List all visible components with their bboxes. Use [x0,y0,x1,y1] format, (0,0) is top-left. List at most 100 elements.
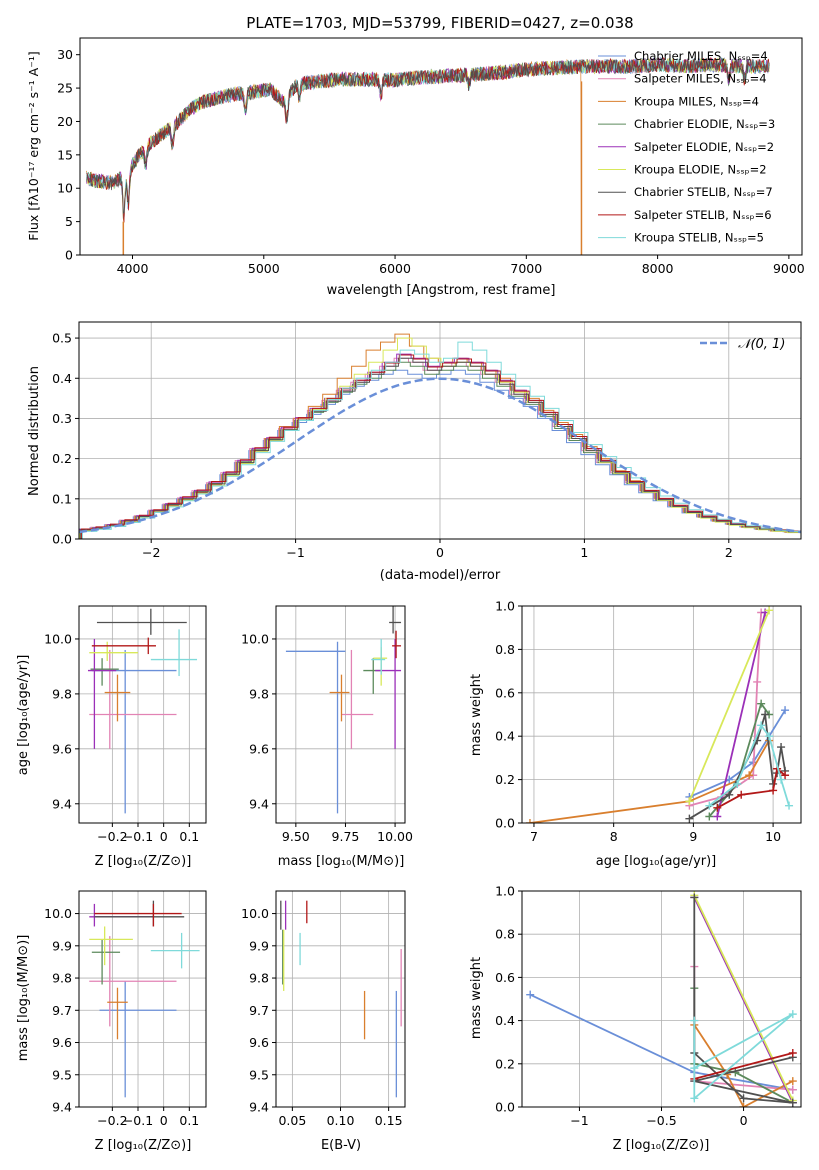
mass-vs-Z-marks [89,900,200,1098]
weight-vs-Z-marker [690,1016,699,1025]
weight-vs-age-frame [521,605,802,824]
spectrum-ytick-label: 20 [57,114,73,129]
weight-vs-Z-ytick-label: 1.0 [495,884,515,899]
spectrum-x-ticks: 4000 5000 6000 7000 8000 9000 [117,255,805,276]
age-vs-mass-marks [285,606,402,814]
mass-vs-ebv-ytick-label: 9.9 [249,938,269,953]
weight-vs-Z-xtick-label: 0 [740,1113,748,1128]
normal-curve [79,377,801,534]
spectrum-series-6 [86,57,770,215]
weight-vs-age-line [708,701,770,818]
age-vs-mass-xtick-label: 9.50 [282,829,310,844]
weight-vs-age-ylabel: mass weight [469,674,484,756]
spectrum-xtick-label: 4000 [117,261,149,276]
mass-vs-Z-ytick-label: 10.0 [44,906,72,921]
residual-grid [79,322,801,540]
weight-vs-age-line [708,723,790,807]
spectrum-legend-label: Salpeter ELODIE, Nₛₛₚ=2 [634,140,774,154]
weight-vs-age-marker [685,814,694,823]
spectrum-plot-area [86,56,770,255]
mass-vs-ebv-ytick-label: 9.7 [249,1003,269,1018]
mass-vs-ebv-xtick-label: 0.15 [375,1113,403,1128]
spectrum-lines [86,56,770,255]
residual-ytick-label: 0.2 [52,451,72,466]
spectrum-xtick-label: 9000 [773,261,805,276]
age-vs-Z-marks [87,608,198,814]
residual-xlabel: (data-model)/error [380,568,501,583]
age-vs-Z-ytick-label: 9.6 [52,741,72,756]
weight-vs-age-marker [737,790,746,799]
residual-series-group [79,333,801,539]
mass-vs-Z-xtick-label: 0 [160,1113,168,1128]
mass-vs-Z-ytick-label: 9.7 [52,1003,72,1018]
mass-vs-ebv-ytick-label: 9.5 [249,1067,269,1082]
age-vs-mass-grid [276,606,405,823]
normal-legend-label: 𝒩(0, 1) [738,337,785,352]
spectrum-title: PLATE=1703, MJD=53799, FIBERID=0427, z=0… [246,14,633,32]
residual-xtick-label: 2 [725,545,733,560]
weight-vs-Z-grid [522,890,801,1108]
residual-ylabel: Normed distribution [27,366,42,496]
weight-vs-age-marker [785,801,794,810]
mass-vs-Z-grid [79,891,206,1108]
spectrum-xtick-label: 6000 [379,261,411,276]
weight-vs-age-marker [725,790,734,799]
mass-vs-Z-ytick-label: 9.6 [52,1035,72,1050]
mass-vs-ebv-marks [280,900,402,1098]
spectrum-legend-label: Kroupa STELIB, Nₛₛₚ=5 [634,231,764,245]
age-vs-mass-panel: mass [log₁₀(M/M⊙)] 9.50 9.75 10.00 9.4 9.6 9.… [241,605,413,869]
spectrum-legend-label: Chabrier ELODIE, Nₛₛₚ=3 [634,117,775,131]
age-vs-Z-xtick-label: −0.2 [97,829,127,844]
age-vs-mass-xtick-label: 9.75 [332,829,360,844]
spectrum-legend: Chabrier MILES, Nₛₛₚ=4 Salpeter MILES, Nₛ… [598,49,775,245]
weight-vs-Z-marker [690,1064,699,1073]
weight-vs-Z-marker [739,1094,748,1103]
spectrum-series-2 [86,58,585,255]
weight-vs-age-marker [705,812,714,821]
spectrum-xtick-label: 5000 [248,261,280,276]
residual-panel: −2 −1 0 1 2 0.0 0.1 0.2 0.3 0.4 0.5 (data-model)/… [27,321,802,583]
mass-vs-ebv-xtick-label: 0.10 [327,1113,355,1128]
spectrum-ytick-label: 15 [57,147,73,162]
weight-vs-age-marker [769,786,778,795]
weight-vs-Z-ytick-label: 0.6 [495,970,515,985]
mass-vs-Z-panel: Z [log₁₀(Z/Z⊙)] mass [log₁₀(M/M⊙)] −0.2−… [16,890,207,1153]
age-vs-Z-ytick-label: 10.0 [44,631,72,646]
weight-vs-Z-line [693,1013,794,1101]
spectrum-legend-label: Chabrier MILES, Nₛₛₚ=4 [634,49,768,63]
weight-vs-Z-marker [526,990,535,999]
weight-vs-age-marker [745,771,754,780]
weight-vs-age-marker [757,699,766,708]
mass-vs-Z-xtick-label: −0.2 [97,1113,127,1128]
weight-vs-Z-ylabel: mass weight [469,957,484,1039]
mass-vs-ebv-ytick-label: 9.8 [249,971,269,986]
weight-vs-age-marker [685,797,694,806]
weight-vs-age-line [529,740,770,823]
age-vs-Z-xlabel: Z [log₁₀(Z/Z⊙)] [95,854,192,869]
spectrum-ytick-label: 5 [65,214,73,229]
mass-vs-ebv-ytick-label: 9.4 [249,1100,269,1115]
weight-vs-age-xtick-label: 10 [765,829,781,844]
weight-vs-Z-marker [788,1077,797,1086]
mass-vs-Z-ylabel: mass [log₁₀(M/M⊙)] [16,935,31,1062]
weight-vs-age-marker [777,743,786,752]
weight-vs-Z-ytick-label: 0.0 [495,1100,515,1115]
spectrum-y-ticks: 0 5 10 15 20 25 30 [57,47,80,263]
age-vs-Z-xtick-label: 0 [160,829,168,844]
weight-vs-Z-panel: Z [log₁₀(Z/Z⊙)] mass weight −1 −0.5 0 0.0 0.… [469,884,802,1153]
weight-vs-Z-ytick-label: 0.8 [495,927,515,942]
spectrum-ytick-label: 30 [57,47,73,62]
age-vs-Z-panel: Z [log₁₀(Z/Z⊙)] age [log₁₀(age/yr)] −0.2… [16,605,207,869]
residual-legend: 𝒩(0, 1) [700,337,785,352]
residual-hist-series [82,341,801,539]
weight-vs-age-marker [705,801,714,810]
mass-vs-Z-xlabel: Z [log₁₀(Z/Z⊙)] [95,1138,192,1153]
age-vs-mass-ytick-label: 9.8 [249,686,269,701]
age-vs-Z-ytick-label: 9.4 [52,796,72,811]
weight-vs-Z-marker [788,1010,797,1019]
weight-vs-Z-marker [739,1103,748,1107]
weight-vs-age-xtick-label: 7 [530,829,538,844]
weight-vs-age-ytick-label: 0.0 [495,816,515,831]
residual-xtick-label: −2 [142,545,160,560]
